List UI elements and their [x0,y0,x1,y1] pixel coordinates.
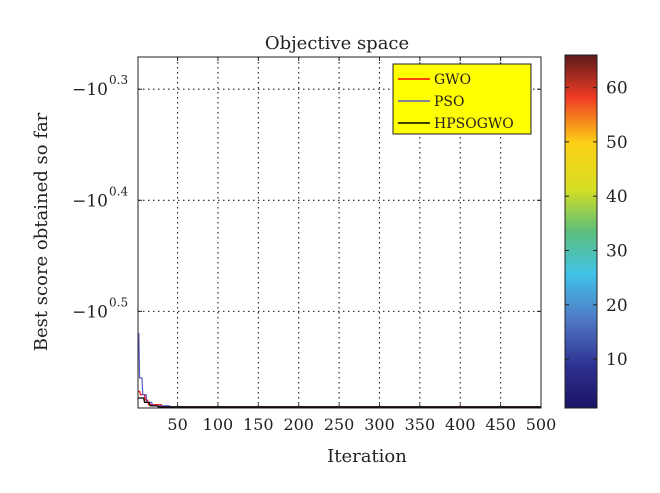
y-tick-exponent: 0.3 [109,73,128,87]
legend: GWO PSO HPSOGWO [392,63,532,135]
y-tick-exponent: 0.5 [109,295,128,309]
legend-label-gwo: GWO [434,72,471,88]
x-tick-label: 100 [203,415,234,434]
colorbar: 10 20 30 40 50 60 [564,54,628,409]
colorbar-tick-label: 20 [606,296,628,316]
y-axis-label: Best score obtained so far [31,112,52,351]
colorbar-tick-label: 50 [606,133,628,153]
y-tick-label: −10 [72,302,108,322]
x-tick-label: 50 [167,415,187,434]
x-tick-label: 200 [283,415,314,434]
x-tick-label: 250 [324,415,355,434]
x-tick-label: 400 [445,415,476,434]
legend-label-hpsogwo: HPSOGWO [434,116,514,132]
colorbar-tick-label: 10 [606,350,628,370]
colorbar-tick-label: 40 [606,187,628,207]
colorbar-gradient [564,54,598,409]
x-tick-label: 350 [405,415,436,434]
chart-title: Objective space [265,33,409,54]
x-axis-label: Iteration [327,446,407,467]
y-axis-ticks: −10 0.3−10 0.4−10 0.5 [72,73,541,322]
y-tick-label: −10 [72,80,108,100]
series-line-pso [138,333,541,408]
colorbar-tick-label: 30 [606,242,628,262]
colorbar-ticks: 10 20 30 40 50 60 [565,79,628,370]
series-lines [138,333,541,408]
x-tick-label: 450 [485,415,516,434]
y-tick-exponent: 0.4 [109,184,128,198]
series-line-hpsogwo [138,397,541,408]
x-axis-ticks: 50 100 150 200 250 300 350 400 450 500 [167,57,556,434]
x-tick-label: 150 [243,415,274,434]
x-tick-label: 300 [364,415,395,434]
y-tick-label: −10 [72,191,108,211]
x-tick-label: 500 [526,415,557,434]
colorbar-tick-label: 60 [606,79,628,99]
legend-label-pso: PSO [434,94,465,110]
